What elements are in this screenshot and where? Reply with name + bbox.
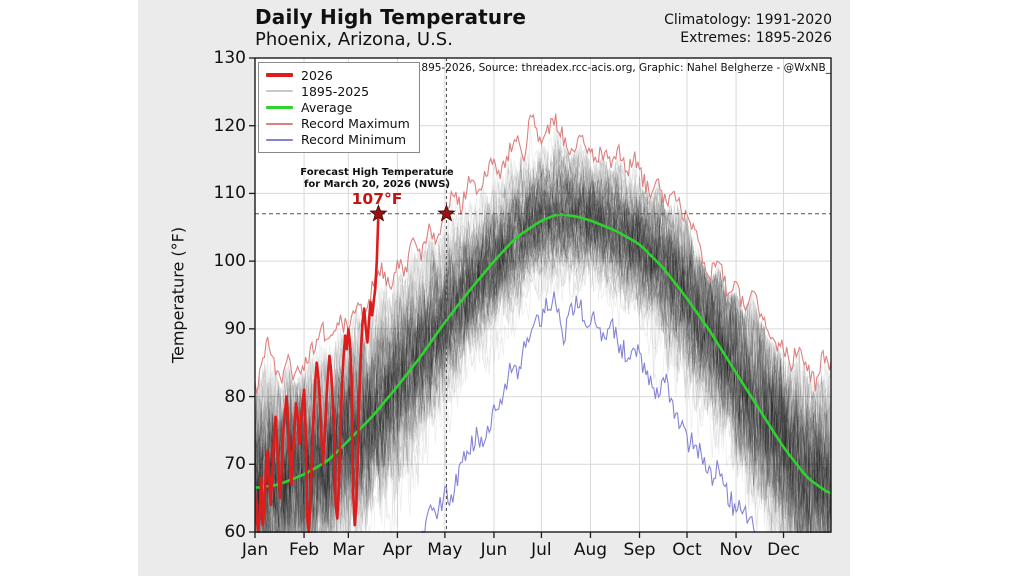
legend-item-historical: 1895-2025 bbox=[266, 83, 410, 99]
data-attribution: Data: ThreadEx 1895-2026, Source: thread… bbox=[329, 62, 831, 74]
legend-label: 2026 bbox=[301, 67, 333, 83]
x-tick-label: Sep bbox=[623, 540, 656, 560]
legend-swatch-historical bbox=[266, 90, 293, 93]
x-tick-label: Jun bbox=[480, 540, 508, 560]
x-tick-label: Aug bbox=[573, 540, 608, 560]
legend-label: 1895-2025 bbox=[301, 83, 370, 99]
series-record-maximum bbox=[255, 113, 831, 394]
series-2026 bbox=[255, 213, 380, 533]
chart-subtitle: Phoenix, Arizona, U.S. bbox=[255, 29, 453, 50]
x-tick-label: Nov bbox=[719, 540, 753, 560]
y-tick-label: 90 bbox=[224, 318, 246, 339]
y-tick-label: 70 bbox=[224, 454, 246, 475]
forecast-annotation-line1: Forecast High Temperature bbox=[300, 167, 454, 178]
extremes-range: Extremes: 1895-2026 bbox=[680, 29, 832, 46]
climatology-block: Climatology: 1991-2020 Extremes: 1895-20… bbox=[664, 12, 832, 47]
y-tick-label: 130 bbox=[213, 48, 246, 68]
forecast-annotation-line2: for March 20, 2026 (NWS) bbox=[303, 178, 451, 190]
legend-swatch-average bbox=[266, 105, 293, 110]
x-tick-label: Mar bbox=[332, 540, 365, 560]
legend-item-average: Average bbox=[266, 99, 410, 115]
series-average bbox=[255, 213, 831, 495]
legend-label: Record Minimum bbox=[301, 132, 407, 148]
y-axis-label: Temperature (°F) bbox=[168, 226, 188, 364]
historical-traces bbox=[255, 122, 831, 533]
x-tick-label: May bbox=[427, 540, 463, 560]
legend-swatch-record-max bbox=[266, 122, 293, 125]
y-tick-label: 60 bbox=[224, 522, 246, 542]
y-tick-label: 110 bbox=[213, 183, 246, 204]
y-tick-label: 100 bbox=[213, 251, 246, 272]
y-tick-label: 80 bbox=[224, 386, 246, 407]
x-tick-label: Jul bbox=[531, 540, 552, 560]
legend-item-2026: 2026 bbox=[266, 67, 410, 83]
legend-label: Record Maximum bbox=[301, 116, 410, 132]
forecast-star-marker bbox=[437, 204, 456, 222]
legend-item-record-max: Record Maximum bbox=[266, 116, 410, 132]
x-tick-label: Oct bbox=[672, 540, 702, 560]
x-tick-label: Feb bbox=[288, 540, 320, 560]
plot-border bbox=[254, 57, 832, 533]
x-tick-label: Jan bbox=[241, 540, 269, 560]
forecast-star-marker bbox=[369, 204, 388, 222]
forecast-value: 107°F bbox=[351, 190, 403, 208]
legend-swatch-2026 bbox=[266, 73, 293, 77]
climatology-range: Climatology: 1991-2020 bbox=[664, 12, 832, 28]
y-tick-label: 120 bbox=[213, 115, 246, 136]
x-tick-label: Dec bbox=[767, 540, 800, 560]
x-tick-label: Apr bbox=[382, 540, 413, 560]
forecast-annotation: Forecast High Temperature for March 20, … bbox=[300, 167, 453, 190]
legend-item-record-min: Record Minimum bbox=[266, 132, 410, 148]
axis-ticks bbox=[249, 57, 785, 538]
chart-title: Daily High Temperature bbox=[255, 5, 527, 29]
legend-swatch-record-min bbox=[266, 138, 293, 141]
series-record-minimum bbox=[421, 291, 756, 533]
chart-legend: 2026 1895-2025 Average Record Maximum Re… bbox=[258, 62, 420, 153]
legend-label: Average bbox=[301, 99, 353, 115]
